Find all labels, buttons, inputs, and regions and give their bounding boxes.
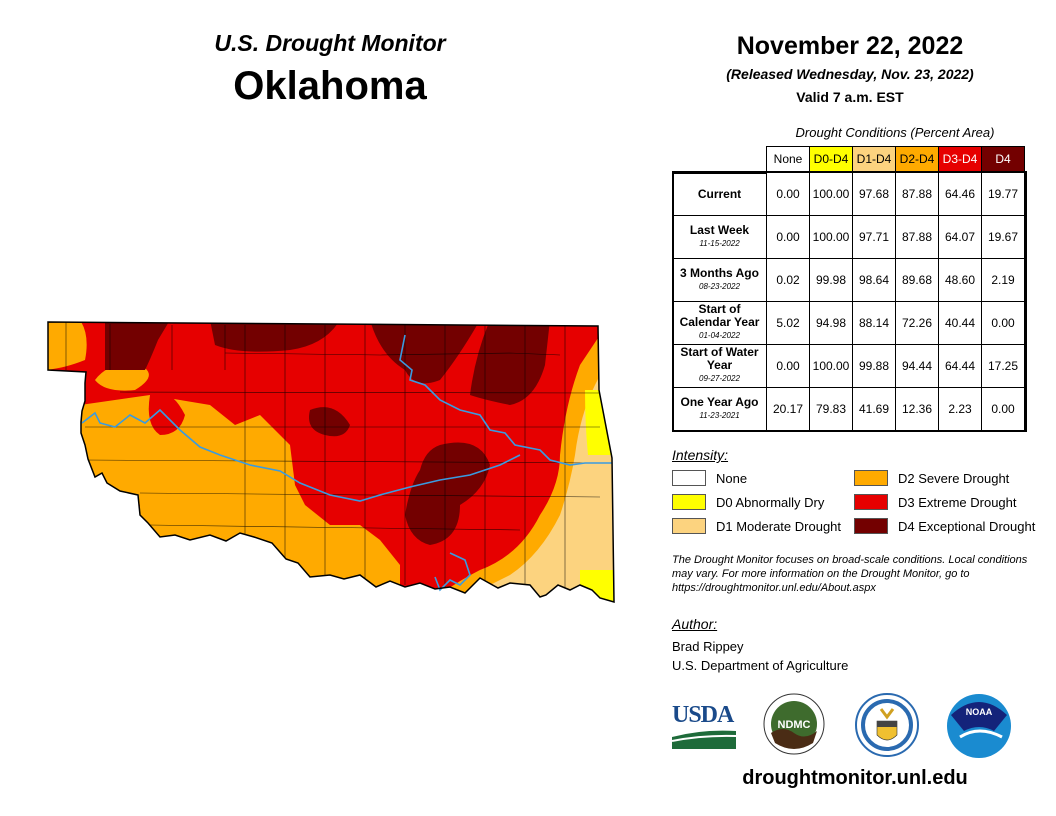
table-row: Last Week 11-15-2022 0.00 100.00 97.71 87… (672, 214, 1025, 259)
header-d2-d4: D2-D4 (895, 146, 939, 173)
ndmc-logo: NDMC (763, 693, 825, 755)
cell: 94.98 (809, 300, 853, 345)
valid-time: Valid 7 a.m. EST (796, 89, 904, 105)
swatch-d1 (672, 518, 706, 534)
table-row: Start of Water Year 09-27-2022 0.00 100.0… (672, 343, 1025, 388)
legend-item-d2: D2 Severe Drought (854, 470, 1035, 486)
cell: 97.71 (852, 214, 896, 259)
cell: 72.26 (895, 300, 939, 345)
table-row: One Year Ago 11-23-2021 20.17 79.83 41.69… (672, 386, 1025, 431)
cell: 88.14 (852, 300, 896, 345)
table-row: Current 0.00 100.00 97.68 87.88 64.46 19… (672, 171, 1025, 216)
row-label: Last Week 11-15-2022 (672, 214, 767, 259)
release-date: (Released Wednesday, Nov. 23, 2022) (726, 66, 974, 82)
cell: 100.00 (809, 171, 853, 216)
row-label: Start of Calendar Year 01-04-2022 (672, 300, 767, 345)
usda-field-icon (671, 730, 737, 749)
cell: 17.25 (981, 343, 1025, 388)
row-label: One Year Ago 11-23-2021 (672, 386, 767, 431)
cell: 0.00 (981, 300, 1025, 345)
cell: 87.88 (895, 214, 939, 259)
swatch-d0 (672, 494, 706, 510)
header-d3-d4: D3-D4 (938, 146, 982, 173)
cell: 79.83 (809, 386, 853, 431)
cell: 89.68 (895, 257, 939, 302)
disclaimer-note: The Drought Monitor focuses on broad-sca… (672, 554, 1028, 594)
cell: 99.98 (809, 257, 853, 302)
cell: 64.44 (938, 343, 982, 388)
cell: 19.77 (981, 171, 1025, 216)
map-title: U.S. Drought Monitor (214, 30, 446, 56)
table-row: Start of Calendar Year 01-04-2022 5.02 94… (672, 300, 1025, 345)
swatch-d4 (854, 518, 888, 534)
cell: 64.46 (938, 171, 982, 216)
drought-conditions-table: None D0-D4 D1-D4 D2-D4 D3-D4 D4 Current … (672, 146, 1025, 431)
row-label: Start of Water Year 09-27-2022 (672, 343, 767, 388)
cell: 97.68 (852, 171, 896, 216)
table-header-row: None D0-D4 D1-D4 D2-D4 D3-D4 D4 (672, 146, 1025, 174)
cell: 40.44 (938, 300, 982, 345)
legend-item-d1: D1 Moderate Drought (672, 518, 841, 534)
cell: 100.00 (809, 214, 853, 259)
author-org: U.S. Department of Agriculture (672, 658, 849, 673)
header-d4: D4 (981, 146, 1025, 173)
legend-column-left: None D0 Abnormally Dry D1 Moderate Droug… (672, 470, 841, 534)
state-name: Oklahoma (233, 64, 427, 108)
cell: 64.07 (938, 214, 982, 259)
usda-logo: USDA (671, 702, 737, 749)
author-name: Brad Rippey (672, 639, 744, 654)
legend-title: Intensity: (672, 447, 729, 463)
header-d1-d4: D1-D4 (852, 146, 896, 173)
commerce-seal-logo (855, 693, 919, 757)
svg-text:NDMC: NDMC (778, 719, 811, 731)
header-none: None (766, 146, 810, 173)
cell: 99.88 (852, 343, 896, 388)
cell: 2.19 (981, 257, 1025, 302)
row-label: Current (672, 171, 767, 216)
cell: 48.60 (938, 257, 982, 302)
cell: 2.23 (938, 386, 982, 431)
legend-item-none: None (672, 470, 841, 486)
cell: 19.67 (981, 214, 1025, 259)
oklahoma-drought-map (47, 321, 615, 603)
cell: 94.44 (895, 343, 939, 388)
cell: 41.69 (852, 386, 896, 431)
table-row: 3 Months Ago 08-23-2022 0.02 99.98 98.64 … (672, 257, 1025, 302)
cell: 0.02 (766, 257, 810, 302)
legend-column-right: D2 Severe Drought D3 Extreme Drought D4 … (854, 470, 1035, 534)
table-caption: Drought Conditions (Percent Area) (795, 125, 995, 140)
map-date: November 22, 2022 (736, 32, 964, 60)
noaa-logo: NOAA (947, 694, 1011, 758)
website-url[interactable]: droughtmonitor.unl.edu (742, 767, 968, 789)
cell: 98.64 (852, 257, 896, 302)
cell: 5.02 (766, 300, 810, 345)
svg-text:NOAA: NOAA (966, 707, 993, 717)
legend-item-d0: D0 Abnormally Dry (672, 494, 841, 510)
cell: 0.00 (766, 343, 810, 388)
header-blank (672, 146, 767, 174)
cell: 0.00 (766, 171, 810, 216)
legend-item-d3: D3 Extreme Drought (854, 494, 1035, 510)
cell: 0.00 (981, 386, 1025, 431)
row-label: 3 Months Ago 08-23-2022 (672, 257, 767, 302)
swatch-none (672, 470, 706, 486)
cell: 100.00 (809, 343, 853, 388)
cell: 20.17 (766, 386, 810, 431)
swatch-d2 (854, 470, 888, 486)
author-block: Brad Rippey U.S. Department of Agricultu… (672, 637, 848, 675)
cell: 12.36 (895, 386, 939, 431)
author-title: Author: (672, 616, 718, 632)
legend-item-d4: D4 Exceptional Drought (854, 518, 1035, 534)
cell: 87.88 (895, 171, 939, 216)
cell: 0.00 (766, 214, 810, 259)
swatch-d3 (854, 494, 888, 510)
header-d0-d4: D0-D4 (809, 146, 853, 173)
